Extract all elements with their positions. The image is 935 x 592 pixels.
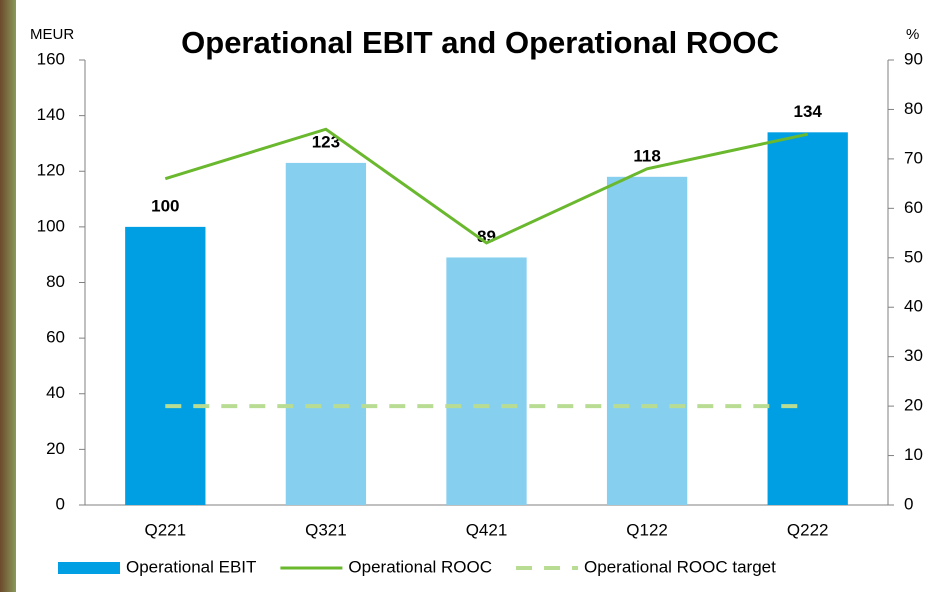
page: Operational EBIT and Operational ROOC ME… xyxy=(0,0,935,592)
y2-tick-label: 0 xyxy=(904,494,913,513)
legend-label: Operational ROOC target xyxy=(584,557,776,576)
data-label: 134 xyxy=(794,102,823,121)
legend-swatch xyxy=(58,562,120,574)
chart: Operational EBIT and Operational ROOC ME… xyxy=(0,0,935,592)
bar xyxy=(125,227,205,505)
y2-axis-title: % xyxy=(906,26,919,43)
data-label: 100 xyxy=(151,196,179,215)
bar xyxy=(768,132,848,505)
y2-tick-label: 90 xyxy=(904,49,923,68)
y2-tick-label: 80 xyxy=(904,99,923,118)
y2-tick-label: 70 xyxy=(904,148,923,167)
y-tick-label: 40 xyxy=(46,383,65,402)
y2-tick-label: 40 xyxy=(904,297,923,316)
y-tick-label: 100 xyxy=(37,216,65,235)
x-tick-label: Q421 xyxy=(466,520,508,539)
y2-tick-label: 50 xyxy=(904,247,923,266)
y-tick-label: 80 xyxy=(46,272,65,291)
background-strip xyxy=(0,0,16,592)
x-tick-label: Q122 xyxy=(626,520,668,539)
y-axis-title: MEUR xyxy=(30,26,74,43)
y-tick-label: 0 xyxy=(56,494,65,513)
legend-label: Operational EBIT xyxy=(126,557,256,576)
x-tick-label: Q221 xyxy=(145,520,187,539)
y-tick-label: 120 xyxy=(37,161,65,180)
legend-label: Operational ROOC xyxy=(348,557,492,576)
y2-tick-label: 60 xyxy=(904,198,923,217)
y-tick-label: 140 xyxy=(37,105,65,124)
y2-tick-label: 10 xyxy=(904,445,923,464)
y2-tick-label: 30 xyxy=(904,346,923,365)
bar xyxy=(607,177,687,505)
y2-tick-label: 20 xyxy=(904,396,923,415)
bar xyxy=(286,163,366,505)
data-label: 118 xyxy=(633,146,660,165)
y-tick-label: 60 xyxy=(46,328,65,347)
y-tick-label: 20 xyxy=(46,439,65,458)
x-tick-label: Q321 xyxy=(305,520,347,539)
y-tick-label: 160 xyxy=(37,49,65,68)
bar xyxy=(446,257,526,505)
chart-title: Operational EBIT and Operational ROOC xyxy=(181,25,779,60)
x-tick-label: Q222 xyxy=(787,520,829,539)
